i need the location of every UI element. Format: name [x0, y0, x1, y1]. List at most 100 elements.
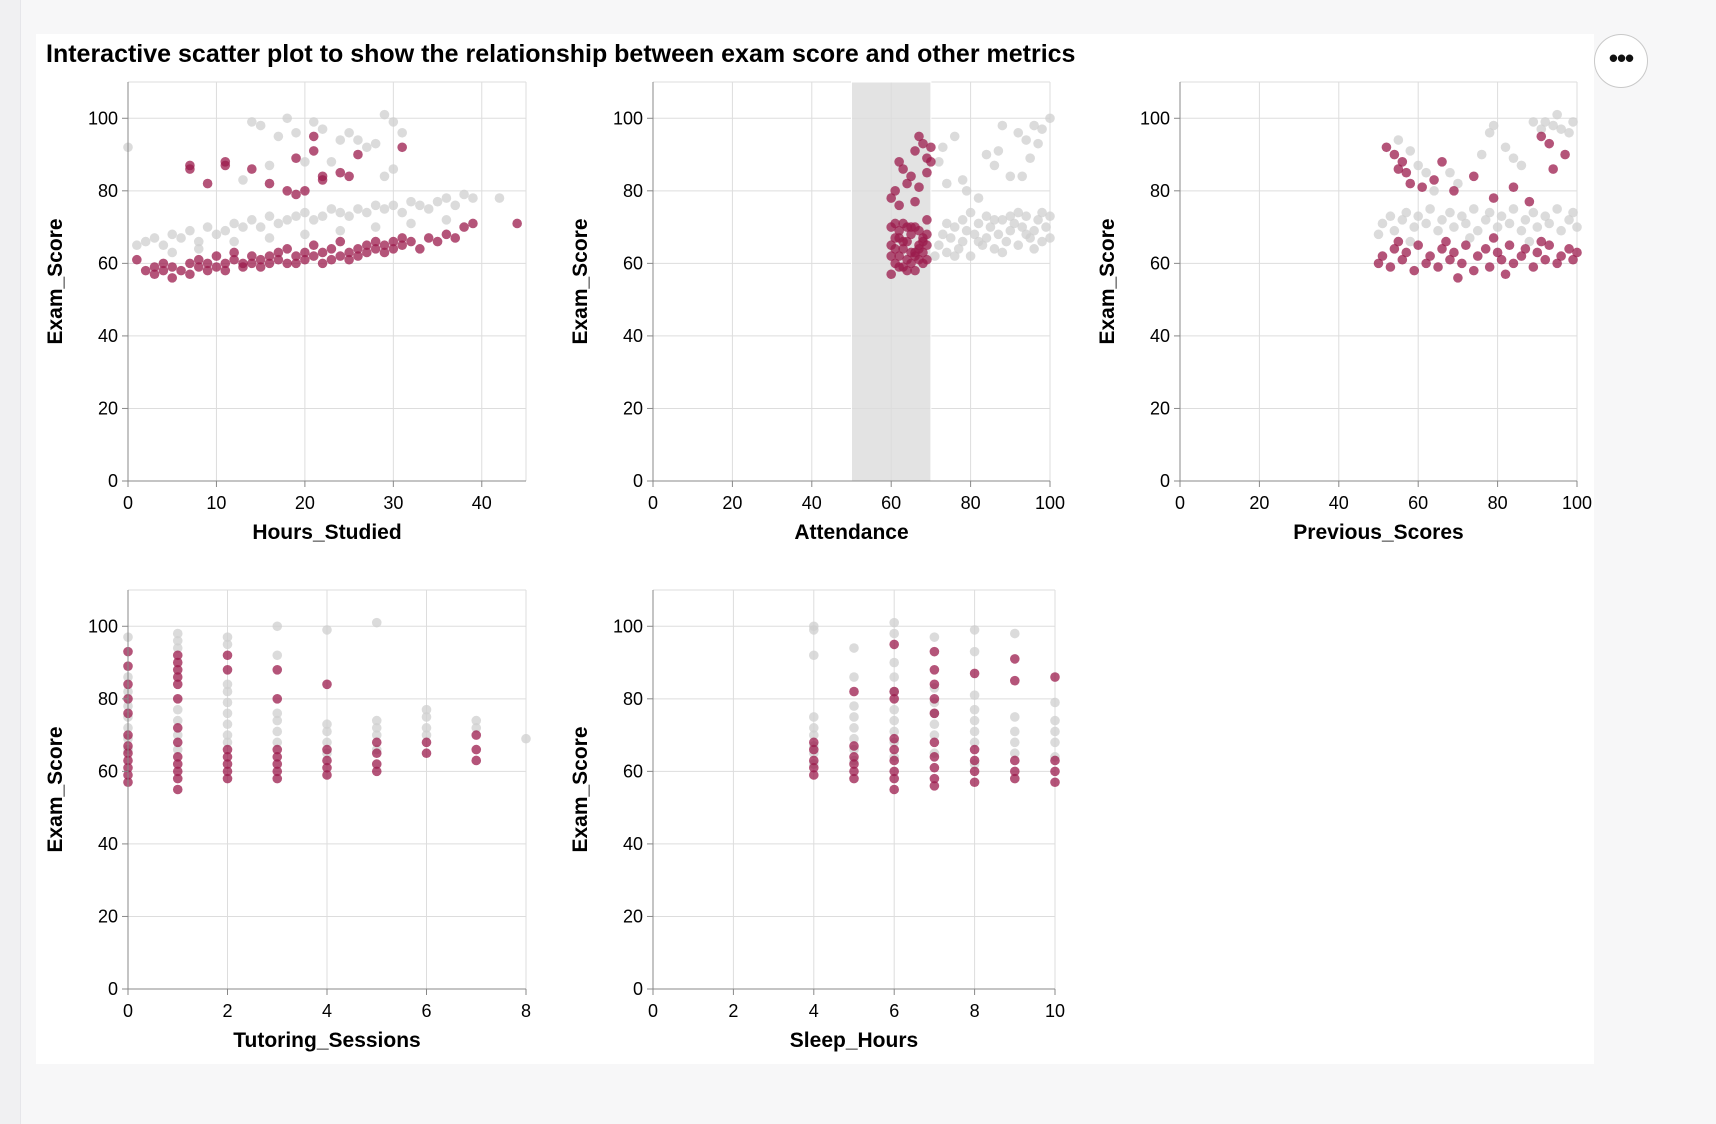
data-point[interactable]	[1544, 218, 1555, 229]
data-point[interactable]	[1381, 142, 1392, 153]
data-point[interactable]	[969, 726, 980, 737]
data-point[interactable]	[929, 665, 940, 675]
data-point[interactable]	[1050, 777, 1060, 788]
data-point[interactable]	[300, 186, 310, 196]
data-point[interactable]	[918, 233, 928, 243]
data-point[interactable]	[140, 236, 151, 247]
data-point[interactable]	[255, 254, 266, 265]
data-point[interactable]	[379, 204, 390, 214]
data-point[interactable]	[898, 164, 908, 174]
data-point[interactable]	[370, 236, 381, 247]
data-point[interactable]	[335, 236, 346, 247]
data-point[interactable]	[158, 240, 169, 251]
data-point[interactable]	[953, 244, 964, 254]
data-point[interactable]	[941, 178, 952, 189]
data-point[interactable]	[849, 752, 859, 762]
data-point[interactable]	[1484, 127, 1495, 138]
data-point[interactable]	[193, 254, 204, 265]
data-point[interactable]	[965, 207, 976, 218]
data-point[interactable]	[185, 258, 195, 269]
data-point[interactable]	[1461, 240, 1471, 251]
data-point[interactable]	[1377, 218, 1388, 229]
data-point[interactable]	[910, 146, 920, 156]
data-point[interactable]	[926, 157, 936, 167]
data-point[interactable]	[229, 236, 239, 247]
data-point[interactable]	[371, 617, 382, 628]
data-point[interactable]	[929, 752, 940, 762]
data-point[interactable]	[914, 182, 924, 192]
data-point[interactable]	[1050, 766, 1060, 777]
data-point[interactable]	[1021, 229, 1031, 240]
data-point[interactable]	[1041, 222, 1051, 232]
data-point[interactable]	[957, 236, 968, 247]
data-point[interactable]	[322, 737, 332, 748]
data-point[interactable]	[981, 233, 992, 243]
data-point[interactable]	[1572, 247, 1582, 258]
data-point[interactable]	[1010, 766, 1020, 777]
data-point[interactable]	[222, 697, 233, 708]
data-point[interactable]	[172, 752, 183, 762]
data-point[interactable]	[929, 679, 940, 690]
data-point[interactable]	[969, 229, 980, 240]
data-point[interactable]	[1045, 211, 1055, 222]
data-point[interactable]	[222, 679, 233, 690]
data-point[interactable]	[1393, 236, 1404, 247]
data-point[interactable]	[1005, 211, 1016, 222]
data-point[interactable]	[1389, 225, 1400, 236]
data-point[interactable]	[1025, 153, 1035, 163]
scatter-panel-tutoring-sessions[interactable]: 0 2 4 6 8020406080100Tutoring_SessionsExam_S…	[44, 589, 531, 1052]
data-point[interactable]	[914, 225, 924, 236]
data-point[interactable]	[202, 265, 213, 276]
data-point[interactable]	[421, 737, 432, 748]
data-point[interactable]	[809, 650, 819, 661]
data-point[interactable]	[894, 251, 904, 261]
data-point[interactable]	[371, 737, 382, 748]
data-point[interactable]	[849, 766, 859, 777]
data-point[interactable]	[291, 127, 301, 138]
data-point[interactable]	[172, 744, 183, 755]
data-point[interactable]	[906, 171, 916, 182]
data-point[interactable]	[1401, 207, 1412, 218]
data-point[interactable]	[989, 160, 1000, 171]
data-point[interactable]	[1393, 164, 1404, 174]
data-point[interactable]	[1050, 715, 1060, 726]
data-point[interactable]	[1010, 748, 1020, 759]
data-point[interactable]	[1449, 186, 1459, 196]
data-point[interactable]	[471, 755, 482, 766]
data-point[interactable]	[176, 265, 186, 276]
data-point[interactable]	[371, 748, 382, 759]
data-point[interactable]	[973, 236, 984, 247]
data-point[interactable]	[172, 694, 183, 704]
data-point[interactable]	[1421, 258, 1431, 269]
data-point[interactable]	[1441, 236, 1451, 247]
data-point[interactable]	[317, 247, 328, 258]
data-point[interactable]	[1516, 251, 1527, 261]
data-point[interactable]	[272, 766, 283, 777]
data-point[interactable]	[889, 617, 899, 628]
data-point[interactable]	[353, 244, 363, 254]
data-point[interactable]	[300, 247, 310, 258]
data-point[interactable]	[1488, 193, 1499, 203]
data-point[interactable]	[172, 759, 183, 769]
data-point[interactable]	[172, 628, 183, 639]
data-point[interactable]	[335, 207, 346, 218]
data-point[interactable]	[1017, 171, 1028, 182]
data-point[interactable]	[989, 244, 1000, 254]
data-point[interactable]	[889, 657, 899, 668]
data-point[interactable]	[282, 244, 293, 254]
data-point[interactable]	[322, 770, 332, 780]
data-point[interactable]	[149, 269, 160, 280]
data-point[interactable]	[468, 193, 478, 203]
data-point[interactable]	[890, 218, 900, 229]
data-point[interactable]	[889, 704, 899, 715]
data-point[interactable]	[229, 254, 239, 265]
data-point[interactable]	[432, 236, 443, 247]
data-point[interactable]	[1472, 225, 1483, 236]
data-point[interactable]	[247, 164, 257, 174]
data-point[interactable]	[222, 759, 233, 769]
data-point[interactable]	[282, 215, 293, 225]
data-point[interactable]	[172, 730, 183, 740]
data-point[interactable]	[272, 694, 283, 704]
data-point[interactable]	[1033, 138, 1043, 149]
data-point[interactable]	[969, 690, 980, 700]
